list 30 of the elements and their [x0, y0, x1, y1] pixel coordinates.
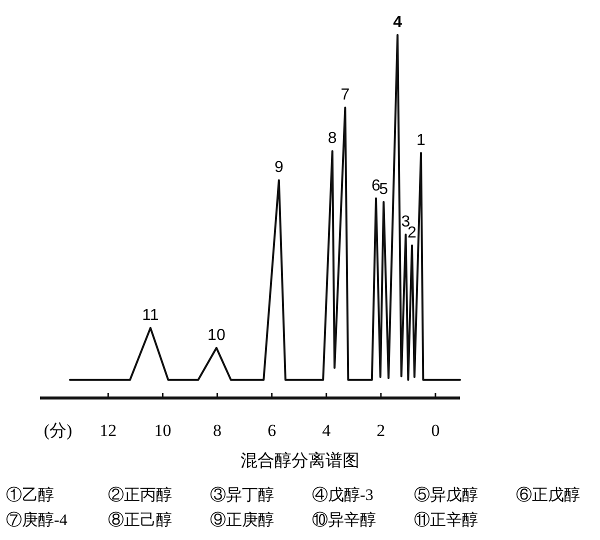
text: ⑩异辛醇: [312, 511, 376, 529]
text: ⑧正己醇: [108, 511, 172, 529]
x-tick-label: 0: [431, 421, 440, 440]
text: ③异丁醇: [210, 486, 274, 504]
annotation: 1: [416, 132, 426, 149]
annotation: 4: [393, 14, 402, 31]
text: ②正丙醇: [108, 486, 172, 504]
x-tick-label: 8: [213, 421, 222, 440]
annotation: 5: [379, 180, 388, 198]
x-tick-label: 4: [322, 421, 332, 440]
annotation: 11: [142, 306, 159, 324]
annotation: 9: [274, 159, 284, 176]
x-tick-label: 12: [100, 421, 117, 440]
text: ⑥正戊醇: [516, 486, 580, 504]
text: ④戊醇-3: [312, 486, 374, 504]
text: ①乙醇: [6, 486, 54, 504]
annotation: 8: [328, 130, 337, 148]
text: ⑨正庚醇: [210, 511, 274, 529]
annotation: 7: [340, 86, 350, 104]
annotation: 10: [208, 326, 226, 344]
annotation: 2: [408, 224, 417, 242]
annotation: 6: [372, 177, 381, 194]
text: ⑦庚醇-4: [6, 511, 68, 529]
x-axis-title: (分): [44, 421, 72, 440]
x-tick-label: 10: [154, 421, 172, 440]
text: ⑪正辛醇: [414, 511, 478, 529]
x-tick-label: 2: [376, 421, 386, 440]
text: 混合醇分离谱图: [240, 451, 360, 470]
text: ⑤异戊醇: [414, 486, 478, 504]
x-tick-label: 6: [268, 421, 276, 440]
